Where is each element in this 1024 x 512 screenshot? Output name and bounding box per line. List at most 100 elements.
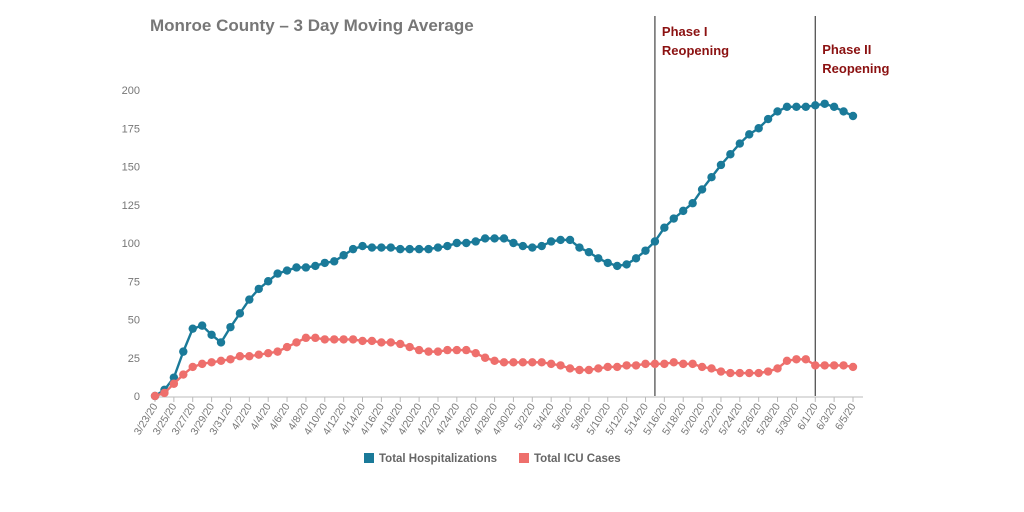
data-point <box>707 173 716 182</box>
data-point <box>754 368 763 378</box>
data-point <box>735 139 745 148</box>
data-point <box>216 356 226 366</box>
data-point <box>499 234 509 243</box>
data-point <box>716 367 726 376</box>
data-point <box>537 241 546 251</box>
data-point <box>226 322 235 332</box>
data-point <box>546 359 556 369</box>
data-point <box>433 243 443 252</box>
data-point <box>707 364 716 373</box>
data-point <box>829 102 839 112</box>
data-point <box>839 107 848 116</box>
data-point <box>660 223 669 232</box>
data-point <box>669 358 678 367</box>
y-tick-label: 175 <box>122 123 140 135</box>
y-tick-label: 150 <box>122 162 140 174</box>
data-point <box>801 102 811 112</box>
data-point <box>150 391 160 401</box>
y-tick-label: 25 <box>128 353 140 365</box>
data-point <box>414 345 424 355</box>
data-point <box>518 358 528 367</box>
data-point <box>160 388 169 398</box>
data-point <box>763 114 773 124</box>
data-point <box>348 244 358 254</box>
data-point <box>235 309 245 318</box>
data-point <box>848 111 858 121</box>
annotations: Phase I Reopening Phase II Reopening <box>654 16 889 396</box>
data-point <box>546 237 556 246</box>
data-point <box>773 107 782 116</box>
data-point <box>745 130 754 139</box>
series-line <box>154 336 854 398</box>
data-point <box>480 353 490 362</box>
data-point <box>669 214 678 223</box>
data-point <box>754 124 763 133</box>
data-point <box>603 258 612 268</box>
data-point <box>594 254 603 263</box>
data-point <box>782 356 792 366</box>
legend-label: Total ICU Cases <box>534 453 621 465</box>
data-point <box>245 352 254 361</box>
data-point <box>829 361 839 370</box>
data-point <box>452 238 462 248</box>
data-point <box>820 99 829 108</box>
data-point <box>631 361 641 370</box>
data-point <box>443 241 452 251</box>
data-point <box>405 342 414 352</box>
data-point <box>311 333 320 343</box>
data-point <box>179 370 188 379</box>
legend-label: Total Hospitalizations <box>379 453 497 465</box>
data-point <box>679 359 688 369</box>
data-point <box>811 361 820 370</box>
data-point <box>339 251 348 260</box>
data-point <box>339 335 348 344</box>
data-point <box>330 335 339 344</box>
data-point <box>499 358 509 367</box>
data-point <box>273 347 282 356</box>
series-icu-cases <box>150 333 858 401</box>
data-point <box>386 243 396 252</box>
data-point <box>811 101 820 110</box>
data-point <box>518 241 528 251</box>
data-point <box>688 199 697 208</box>
legend-swatch <box>364 453 374 463</box>
data-point <box>575 365 584 375</box>
data-point <box>490 234 499 243</box>
y-tick-label: 200 <box>122 85 140 97</box>
data-point <box>358 336 367 346</box>
data-point <box>235 352 245 361</box>
data-point <box>396 339 405 349</box>
data-point <box>424 347 433 356</box>
y-tick-label: 100 <box>122 238 140 250</box>
data-point <box>726 150 735 159</box>
data-point <box>528 243 537 252</box>
data-point <box>197 321 207 330</box>
data-point <box>735 368 745 378</box>
data-point <box>462 345 471 355</box>
data-point <box>320 335 329 344</box>
data-point <box>330 257 339 266</box>
data-point <box>263 277 273 286</box>
annotation-label: Phase I <box>662 24 708 39</box>
data-point <box>207 358 216 367</box>
data-point <box>273 269 282 278</box>
x-axis: 3/23/203/25/203/27/203/29/203/31/204/2/2… <box>132 396 863 437</box>
y-axis: 0 25 50 75 100 125 150 175 200 <box>122 85 140 403</box>
data-point <box>612 261 622 271</box>
data-point <box>801 355 811 364</box>
data-point <box>254 284 263 294</box>
data-point <box>584 247 594 257</box>
data-point <box>490 356 499 366</box>
data-point <box>311 261 320 271</box>
data-point <box>480 234 490 243</box>
data-point <box>226 355 235 364</box>
data-point <box>565 235 575 245</box>
data-point <box>716 160 726 170</box>
data-point <box>641 359 650 369</box>
data-point <box>169 373 179 382</box>
series-hospitalizations <box>150 99 858 401</box>
data-point <box>839 361 848 370</box>
data-point <box>537 358 546 367</box>
data-point <box>509 238 518 248</box>
data-point <box>792 102 801 112</box>
